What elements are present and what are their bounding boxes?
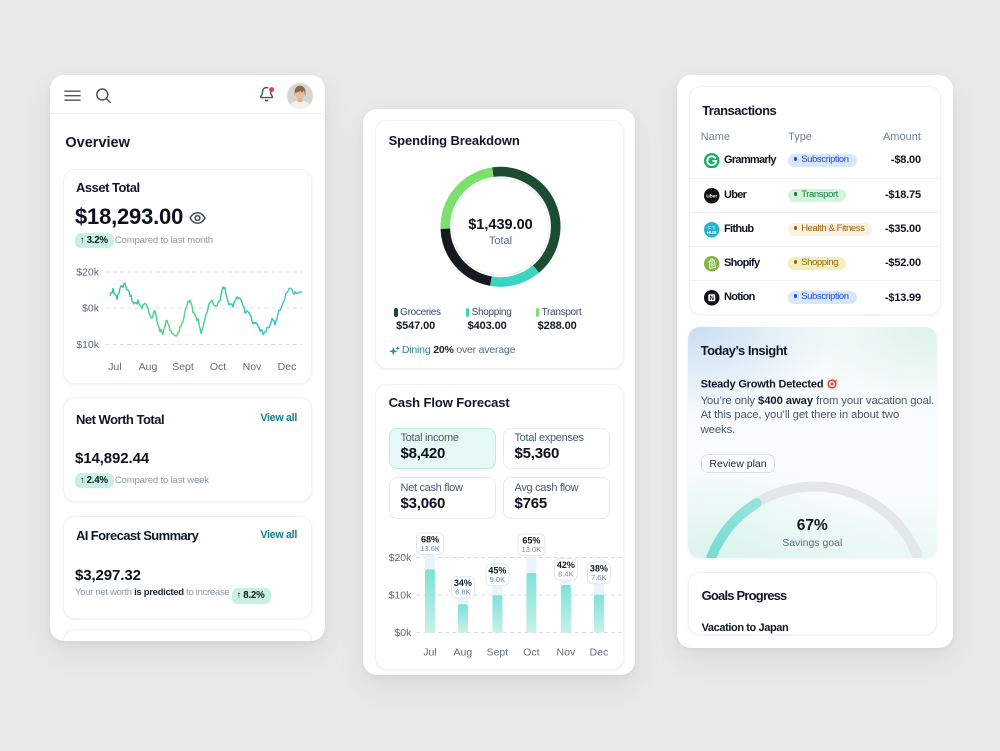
- svg-text:$10k: $10k: [388, 590, 412, 602]
- svg-text:9.0K: 9.0K: [489, 575, 504, 584]
- svg-text:Oct: Oct: [210, 361, 226, 373]
- svg-text:F·T: F·T: [709, 226, 716, 231]
- svg-text:Sept: Sept: [486, 646, 508, 658]
- svg-text:$0k: $0k: [82, 302, 100, 314]
- svg-text:68%: 68%: [421, 534, 439, 544]
- svg-text:38%: 38%: [589, 564, 607, 574]
- svg-text:$10k: $10k: [76, 339, 100, 351]
- svg-text:Aug: Aug: [453, 646, 472, 658]
- svg-text:8.4K: 8.4K: [558, 570, 573, 579]
- svg-text:Jul: Jul: [108, 361, 121, 373]
- svg-text:7.6K: 7.6K: [591, 573, 606, 582]
- svg-text:13.6K: 13.6K: [420, 544, 440, 553]
- svg-text:Total: Total: [488, 234, 511, 246]
- svg-text:HUB: HUB: [707, 230, 717, 235]
- svg-text:45%: 45%: [488, 566, 506, 576]
- svg-text:Aug: Aug: [139, 361, 158, 373]
- svg-text:$20k: $20k: [388, 552, 412, 564]
- svg-text:N: N: [710, 296, 714, 302]
- svg-text:34%: 34%: [453, 578, 471, 588]
- svg-text:Uber: Uber: [707, 194, 718, 200]
- svg-text:Sept: Sept: [172, 361, 194, 373]
- svg-text:Jul: Jul: [423, 646, 436, 658]
- svg-text:Dec: Dec: [278, 361, 297, 373]
- svg-text:Oct: Oct: [523, 646, 539, 658]
- svg-text:Nov: Nov: [243, 361, 262, 373]
- svg-text:S: S: [711, 263, 715, 269]
- svg-text:$0k: $0k: [394, 627, 412, 639]
- svg-text:42%: 42%: [556, 560, 574, 570]
- svg-text:$20k: $20k: [76, 266, 100, 278]
- svg-text:Dec: Dec: [589, 646, 608, 658]
- svg-text:6.8K: 6.8K: [455, 588, 470, 597]
- svg-text:65%: 65%: [522, 535, 540, 545]
- svg-text:13.0K: 13.0K: [521, 545, 541, 554]
- svg-text:$1,439.00: $1,439.00: [468, 216, 533, 232]
- svg-text:Nov: Nov: [556, 646, 575, 658]
